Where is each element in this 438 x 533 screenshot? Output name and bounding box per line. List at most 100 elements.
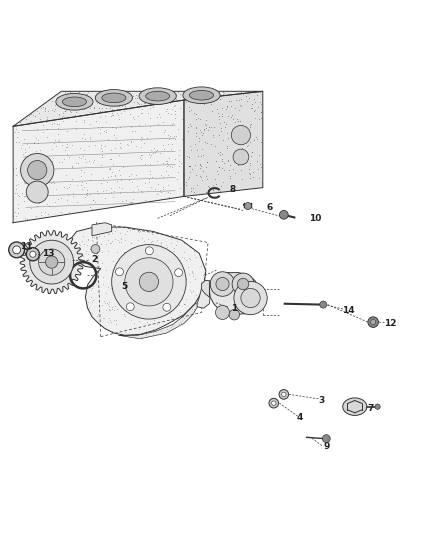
Point	[54, 130, 61, 138]
Point	[106, 305, 113, 314]
Point	[21, 158, 28, 166]
Point	[78, 92, 85, 100]
Point	[226, 288, 233, 297]
Point	[148, 150, 155, 159]
Point	[99, 226, 106, 235]
Point	[67, 108, 74, 116]
Point	[167, 145, 174, 154]
Point	[245, 141, 252, 150]
Point	[102, 112, 109, 120]
Point	[68, 246, 75, 255]
Point	[164, 323, 171, 332]
Point	[197, 115, 204, 124]
Point	[54, 231, 61, 239]
Point	[33, 257, 40, 265]
Point	[223, 281, 230, 289]
Point	[103, 90, 110, 98]
Point	[235, 161, 242, 169]
Point	[188, 106, 195, 114]
Point	[260, 293, 267, 301]
Circle shape	[279, 211, 288, 219]
Circle shape	[139, 272, 159, 292]
Point	[244, 279, 251, 287]
Point	[186, 120, 193, 128]
Point	[226, 295, 233, 304]
Point	[138, 243, 145, 251]
Point	[141, 119, 148, 128]
Point	[147, 303, 154, 312]
Polygon shape	[68, 227, 206, 335]
Polygon shape	[209, 273, 259, 314]
Point	[228, 292, 235, 300]
Point	[99, 222, 106, 231]
Text: 12: 12	[384, 319, 396, 328]
Point	[163, 275, 170, 284]
Point	[70, 275, 77, 284]
Point	[138, 109, 145, 117]
Point	[227, 102, 234, 110]
Point	[183, 275, 190, 284]
Point	[254, 102, 261, 111]
Point	[169, 120, 176, 129]
Point	[114, 294, 121, 303]
Point	[65, 263, 72, 271]
Point	[127, 309, 134, 318]
Point	[134, 302, 141, 310]
Point	[79, 261, 86, 269]
Point	[227, 161, 234, 169]
Point	[223, 281, 230, 289]
Point	[134, 98, 141, 106]
Point	[97, 125, 104, 133]
Point	[81, 146, 88, 155]
Point	[135, 236, 142, 244]
Point	[193, 115, 200, 124]
Point	[133, 295, 140, 303]
Circle shape	[234, 281, 267, 314]
Point	[212, 290, 219, 298]
Circle shape	[244, 203, 251, 209]
Point	[247, 169, 254, 178]
Point	[146, 152, 153, 161]
Point	[82, 90, 89, 99]
Point	[360, 398, 367, 407]
Circle shape	[272, 401, 276, 405]
Point	[164, 109, 171, 117]
Polygon shape	[197, 288, 210, 308]
Point	[71, 259, 78, 268]
Point	[128, 127, 135, 136]
Point	[151, 294, 158, 302]
Point	[229, 111, 236, 119]
Point	[212, 291, 219, 300]
Point	[111, 144, 118, 152]
Point	[49, 258, 57, 266]
Point	[135, 265, 142, 273]
Point	[210, 284, 217, 292]
Point	[255, 292, 262, 300]
Point	[31, 152, 38, 160]
Point	[139, 245, 146, 254]
Point	[33, 249, 40, 258]
Point	[28, 197, 35, 205]
Point	[39, 276, 46, 284]
Point	[351, 395, 358, 403]
Point	[91, 103, 98, 111]
Point	[182, 256, 189, 264]
Point	[198, 128, 205, 136]
Point	[234, 272, 241, 280]
Point	[107, 155, 114, 164]
Point	[70, 251, 77, 260]
Point	[36, 264, 43, 273]
Point	[103, 265, 110, 274]
Point	[95, 190, 102, 199]
Circle shape	[320, 301, 327, 308]
Point	[85, 249, 92, 258]
Point	[73, 180, 80, 189]
Point	[163, 293, 170, 301]
Point	[104, 222, 111, 230]
Point	[68, 141, 75, 149]
Point	[176, 301, 183, 309]
Point	[183, 177, 190, 186]
Point	[196, 137, 203, 146]
Point	[102, 289, 110, 297]
Point	[242, 288, 249, 296]
